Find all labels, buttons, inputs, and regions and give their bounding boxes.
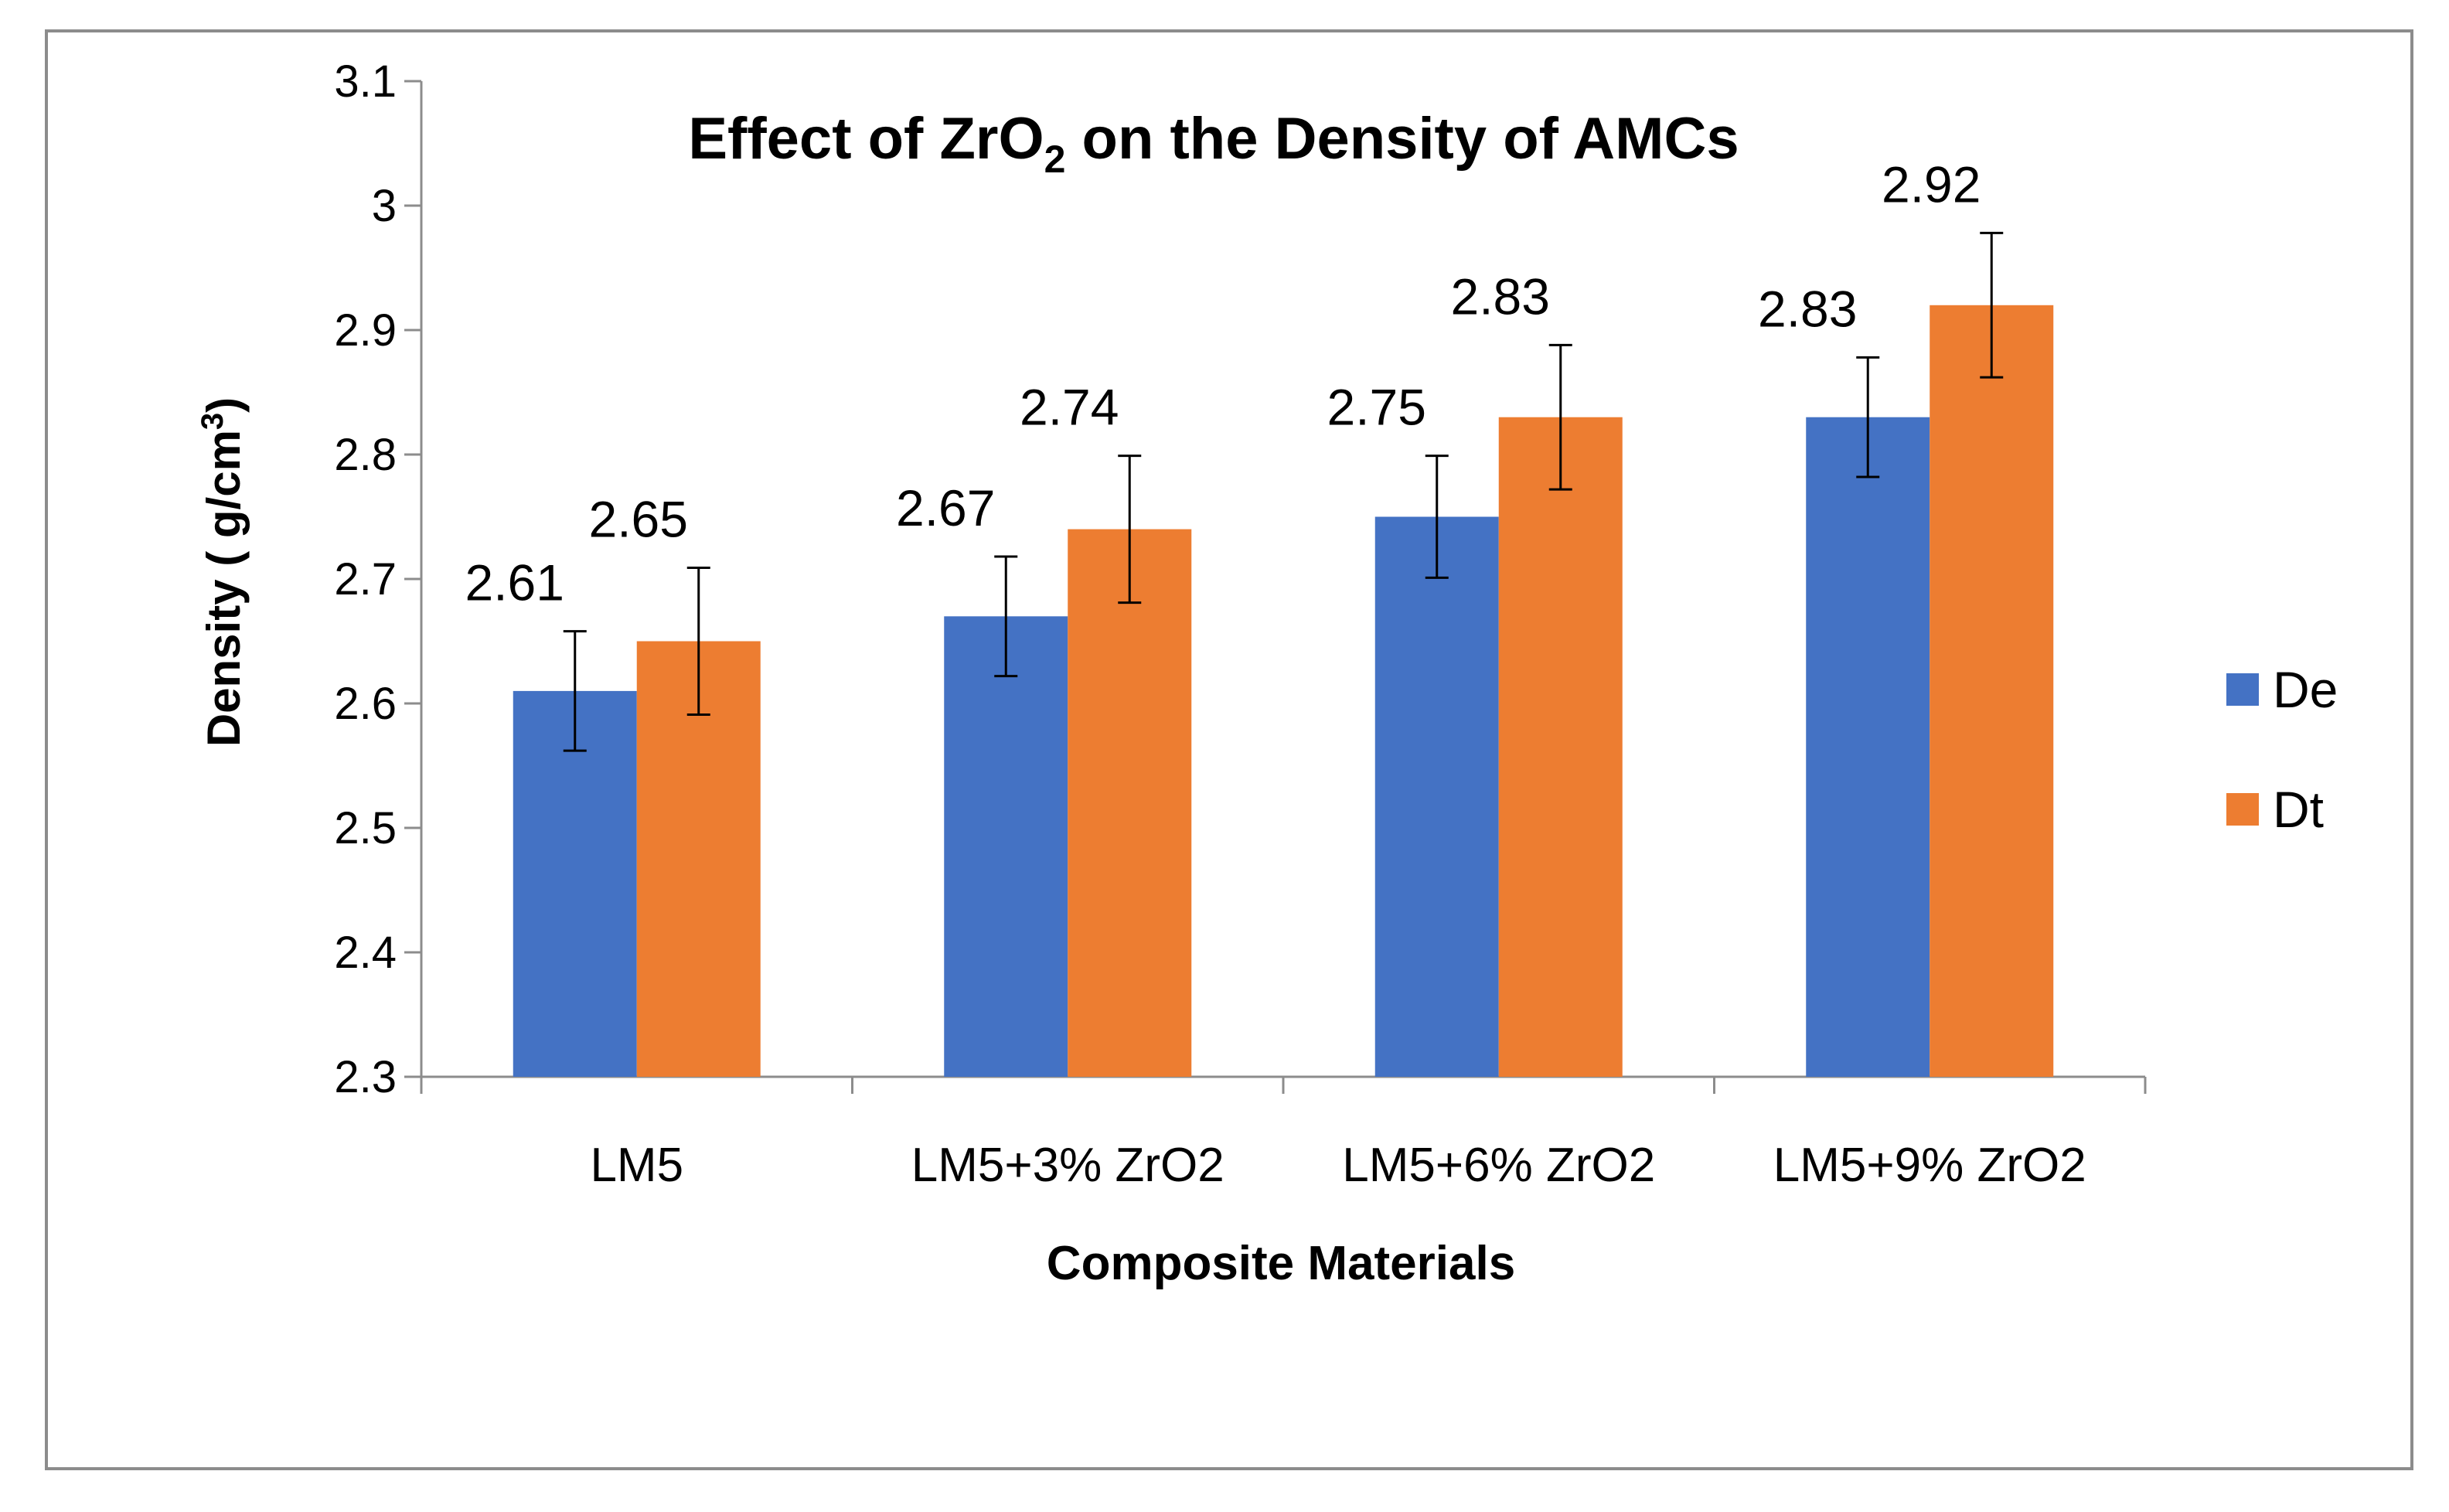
chart-title-rest: on the Density of AMCs [1065,106,1739,172]
x-axis-title: Composite Materials [1047,1237,1515,1290]
data-label: 2.92 [1882,155,1981,213]
chart-title-subscript: 2 [1044,138,1066,181]
x-axis: LM5 LM5+3% ZrO2 LM5+6% ZrO2 LM5+9% ZrO2 [420,1075,2147,1192]
y-tick-label: 2.7 [334,554,397,604]
x-tick-label: LM5+6% ZrO2 [1342,1139,1655,1192]
legend: De Dt [2226,661,2338,838]
x-tick-label: LM5+9% ZrO2 [1773,1139,2086,1192]
y-axis-title-main: Density ( g/cm [198,430,250,747]
data-label: 2.75 [1327,379,1426,436]
y-tick-label: 2.9 [334,305,397,356]
chart-title-main: Effect of ZrO [688,106,1044,172]
legend-label-de: De [2273,661,2338,718]
data-label: 2.61 [465,554,564,611]
legend-label-dt: Dt [2273,781,2324,838]
y-axis-title-rest: ) [198,397,250,413]
data-label: 2.67 [896,479,995,536]
legend-swatch-dt [2226,793,2259,826]
data-label: 2.83 [1451,267,1550,325]
x-tick-label: LM5+3% ZrO2 [911,1139,1224,1192]
bar-de [1806,417,1930,1077]
y-tick-label: 2.4 [334,928,397,978]
bar-dt [1068,529,1192,1077]
bar-de [1374,516,1499,1077]
bar-dt [1498,417,1623,1077]
y-axis-ticks: 2.3 2.4 2.5 2.6 2.7 2.8 2.9 3 3.1 [334,56,423,1102]
y-tick-label: 3 [372,181,397,231]
data-labels: 2.61 2.67 2.75 2.83 2.65 2.74 2.83 2.92 [465,155,1981,611]
bar-de [944,616,1068,1077]
legend-swatch-de [2226,673,2259,706]
y-axis-title: Density ( g/cm3) [196,397,250,747]
y-tick-label: 2.3 [334,1052,397,1102]
y-tick-label: 2.8 [334,430,397,480]
error-bars [563,231,2004,752]
data-label: 2.74 [1020,379,1119,436]
y-axis-title-superscript: 3 [196,413,230,430]
chart-title: Effect of ZrO2 on the Density of AMCs [688,106,1739,181]
x-tick-label: LM5 [590,1139,683,1192]
data-label: 2.83 [1758,280,1857,337]
y-tick-label: 2.6 [334,679,397,729]
y-tick-label: 3.1 [334,56,397,107]
bar-dt [1930,305,2054,1077]
y-tick-label: 2.5 [334,803,397,853]
bar-de [513,690,637,1077]
data-label: 2.65 [589,491,688,548]
